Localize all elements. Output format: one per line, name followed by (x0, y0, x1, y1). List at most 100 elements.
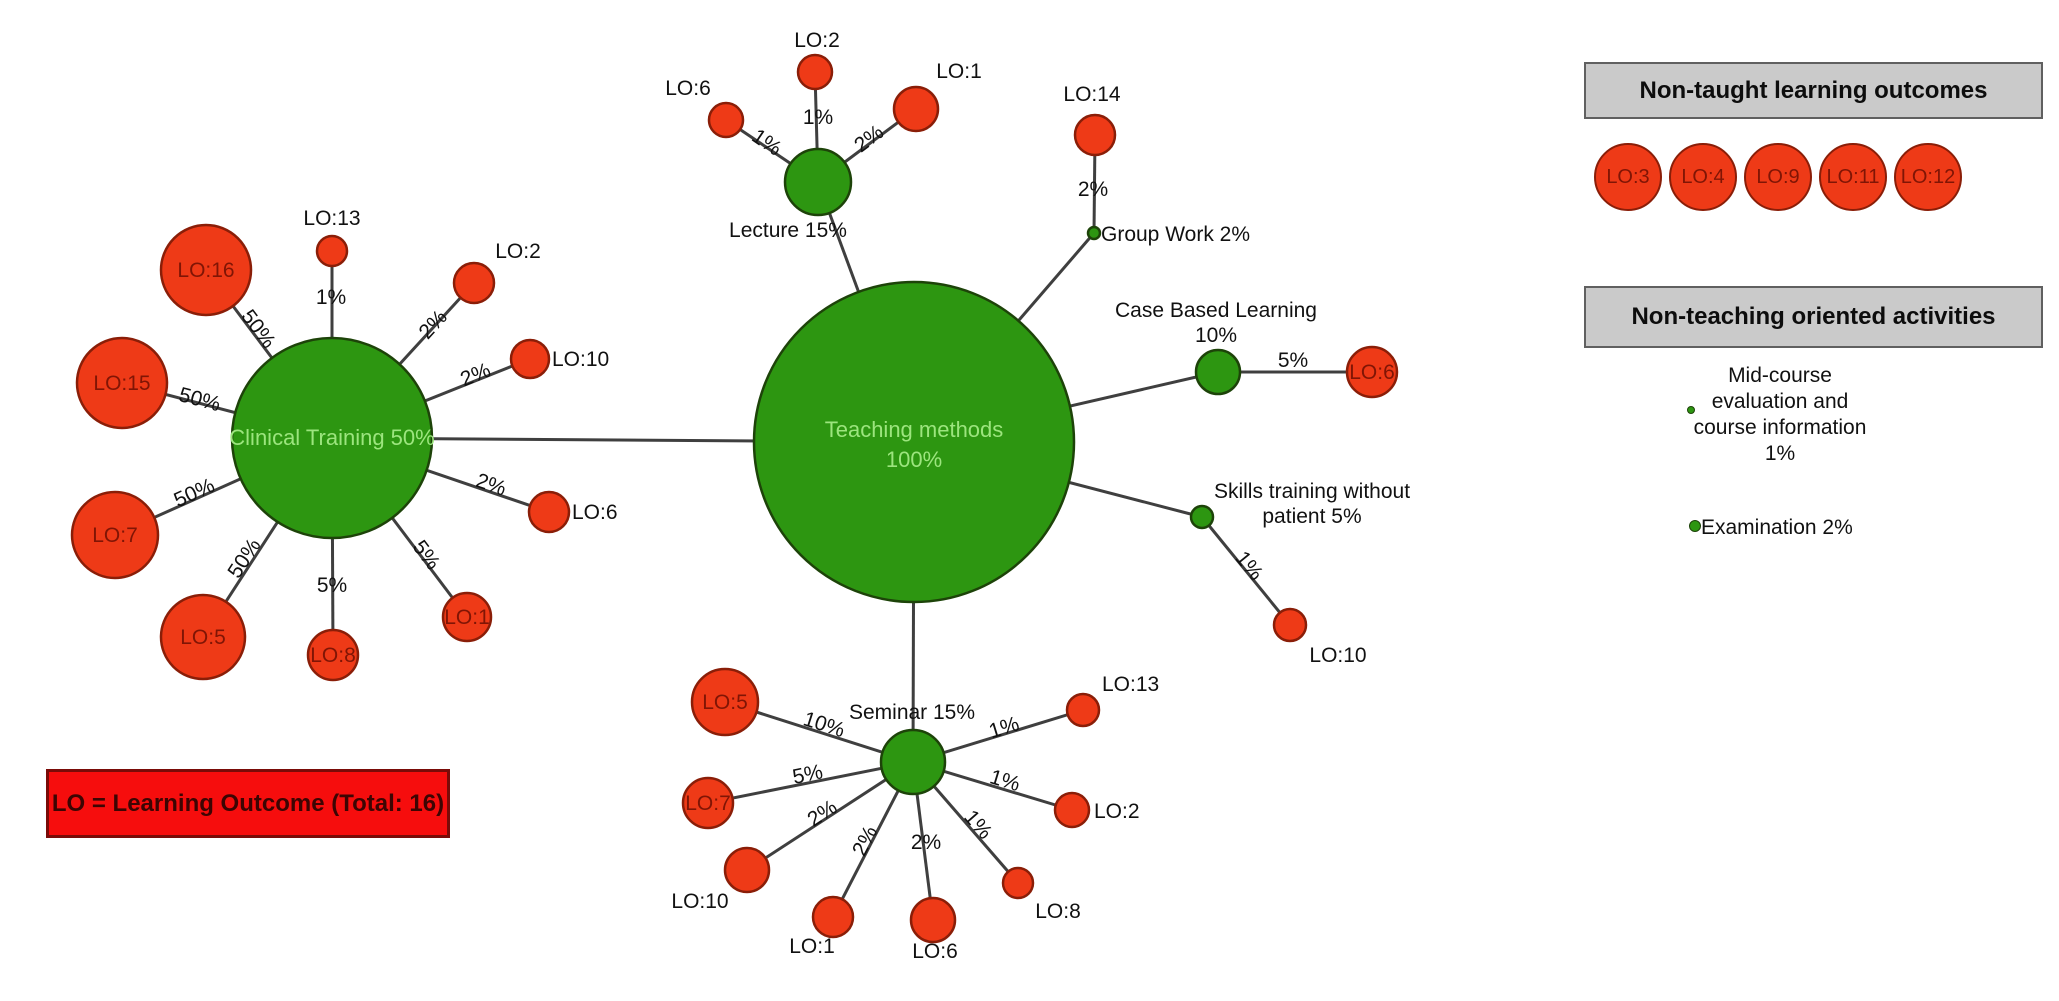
edge-label-group-work-groupwork-lo14: 2% (1078, 178, 1108, 201)
edge-label-lecture-lecture-lo1: 2% (850, 120, 888, 157)
edge-label-lecture-lecture-lo2: 1% (803, 106, 833, 129)
seminar-lo13-node (1065, 692, 1101, 728)
edge-label-case-based-learning-cbl-lo6: 5% (1278, 349, 1308, 372)
seminar-lo5-label: LO:5 (702, 691, 748, 714)
clinical-lo10-label: LO:10 (552, 348, 609, 371)
edge-label-seminar-seminar-lo10: 2% (803, 796, 841, 832)
clinical-training-node (230, 336, 434, 540)
non-taught-outcome-circle: LO:9 (1744, 143, 1812, 211)
edge-label-seminar-seminar-lo1: 2% (848, 822, 882, 860)
group-work-label: Group Work 2% (1101, 223, 1250, 246)
clinical-lo15-node (75, 336, 169, 430)
edge-label-clinical-training-clinical-lo16: 50% (236, 305, 280, 352)
seminar-label: Seminar 15% (849, 701, 975, 724)
seminar-lo1-node (811, 895, 855, 939)
clinical-lo16-node (159, 223, 253, 317)
mid-course-line: course information (1693, 416, 1867, 439)
seminar-lo10-label: LO:10 (671, 890, 728, 913)
mid-course-line: Mid-course (1728, 364, 1832, 387)
clinical-training-label: Clinical Training 50% (229, 425, 434, 450)
non-taught-outcome-circle: LO:12 (1894, 143, 1962, 211)
clinical-lo2-label: LO:2 (495, 240, 541, 263)
edge-label-clinical-training-clinical-lo1: 5% (408, 536, 445, 574)
clinical-lo7-label: LO:7 (92, 524, 138, 547)
edge-label-clinical-training-clinical-lo13: 1% (316, 286, 346, 309)
non-taught-outcome-circle: LO:11 (1819, 143, 1887, 211)
seminar-lo13-label: LO:13 (1102, 673, 1159, 696)
seminar-lo6-label: LO:6 (912, 940, 958, 963)
seminar-lo7-node (681, 776, 735, 830)
lecture-lo6-label: LO:6 (665, 77, 711, 100)
clinical-lo8-label: LO:8 (310, 644, 356, 667)
seminar-lo7-label: LO:7 (685, 792, 731, 815)
examination-label: Examination 2% (1701, 516, 1853, 539)
seminar-lo5-node (690, 667, 760, 737)
cbl-lo6-label: LO:6 (1349, 361, 1395, 384)
edge-label-seminar-seminar-lo13: 1% (986, 712, 1022, 743)
groupwork-lo14-label: LO:14 (1063, 83, 1121, 106)
non-taught-outcome-circle: LO:3 (1594, 143, 1662, 211)
mid-course-evaluation-label: Mid-course evaluation and course informa… (1650, 363, 1910, 467)
seminar-node (879, 728, 947, 796)
lecture-lo6-node (707, 101, 745, 139)
clinical-lo6-label: LO:6 (572, 501, 618, 524)
edge-label-clinical-training-clinical-lo7: 50% (170, 474, 218, 512)
edge-label-skills-training-skills-lo10: 1% (1231, 547, 1268, 585)
lecture-lo2-node (796, 53, 834, 91)
legend-non-teaching-title: Non-teaching oriented activities (1584, 286, 2043, 348)
case-based-learning-label: Case Based Learning 10% (1115, 299, 1317, 347)
edge-label-clinical-training-clinical-lo15: 50% (176, 383, 222, 416)
clinical-lo13-label: LO:13 (303, 207, 360, 230)
teaching-methods-node (752, 280, 1076, 604)
clinical-lo5-node (159, 593, 247, 681)
clinical-lo7-node (70, 490, 160, 580)
clinical-lo13-node (315, 234, 349, 268)
skills-lo10-node (1272, 607, 1308, 643)
clinical-lo10-node (509, 338, 551, 380)
mid-course-dot (1687, 406, 1695, 414)
lo-note: LO = Learning Outcome (Total: 16) (46, 769, 450, 838)
edge-seminar-seminar-lo7 (707, 760, 914, 805)
clinical-lo2-node (452, 261, 496, 305)
groupwork-lo14-node (1073, 113, 1117, 157)
edge-label-seminar-seminar-lo5: 10% (800, 707, 847, 742)
seminar-lo2-node (1053, 791, 1091, 829)
teaching-methods-label: Teaching methods 100% (825, 417, 1004, 472)
edge-label-seminar-seminar-lo8: 1% (959, 806, 996, 844)
lecture-node (783, 147, 853, 217)
skills-lo10-label: LO:10 (1309, 644, 1366, 667)
clinical-lo5-label: LO:5 (180, 626, 226, 649)
clinical-lo16-label: LO:16 (177, 259, 234, 282)
case-based-learning-node (1194, 348, 1242, 396)
lecture-lo2-label: LO:2 (794, 29, 840, 52)
mid-course-line: 1% (1764, 442, 1796, 465)
lecture-lo1-node (892, 85, 940, 133)
seminar-lo1-label: LO:1 (789, 935, 835, 958)
edge-label-seminar-seminar-lo7: 5% (791, 760, 825, 789)
clinical-lo8-node (306, 628, 360, 682)
seminar-lo2-label: LO:2 (1094, 800, 1140, 823)
edge-skills-training-skills-lo10 (1200, 516, 1292, 626)
seminar-lo8-node (1001, 866, 1035, 900)
clinical-lo1-label: LO:1 (444, 606, 490, 629)
legend-non-taught-circles: LO:3 LO:4 LO:9 LO:11 LO:12 (1594, 143, 1962, 211)
clinical-lo15-label: LO:15 (93, 372, 150, 395)
edge-label-clinical-training-clinical-lo8: 5% (317, 574, 347, 597)
seminar-lo10-node (723, 846, 771, 894)
lecture-label: Lecture 15% (729, 219, 847, 242)
cbl-lo6-node (1345, 345, 1399, 399)
seminar-lo6-node (909, 896, 957, 944)
edge-label-seminar-seminar-lo6: 2% (911, 831, 941, 854)
edge-label-seminar-seminar-lo2: 1% (987, 765, 1023, 796)
skills-training-label: Skills training without patient 5% (1214, 480, 1410, 528)
mid-course-line: evaluation and (1711, 390, 1849, 413)
legend-non-taught-title: Non-taught learning outcomes (1584, 62, 2043, 119)
seminar-lo8-label: LO:8 (1035, 900, 1081, 923)
edge-label-clinical-training-clinical-lo5: 50% (223, 535, 265, 583)
non-taught-outcome-circle: LO:4 (1669, 143, 1737, 211)
group-work-node (1086, 225, 1102, 241)
examination-dot (1689, 520, 1701, 532)
lecture-lo1-label: LO:1 (936, 60, 982, 83)
